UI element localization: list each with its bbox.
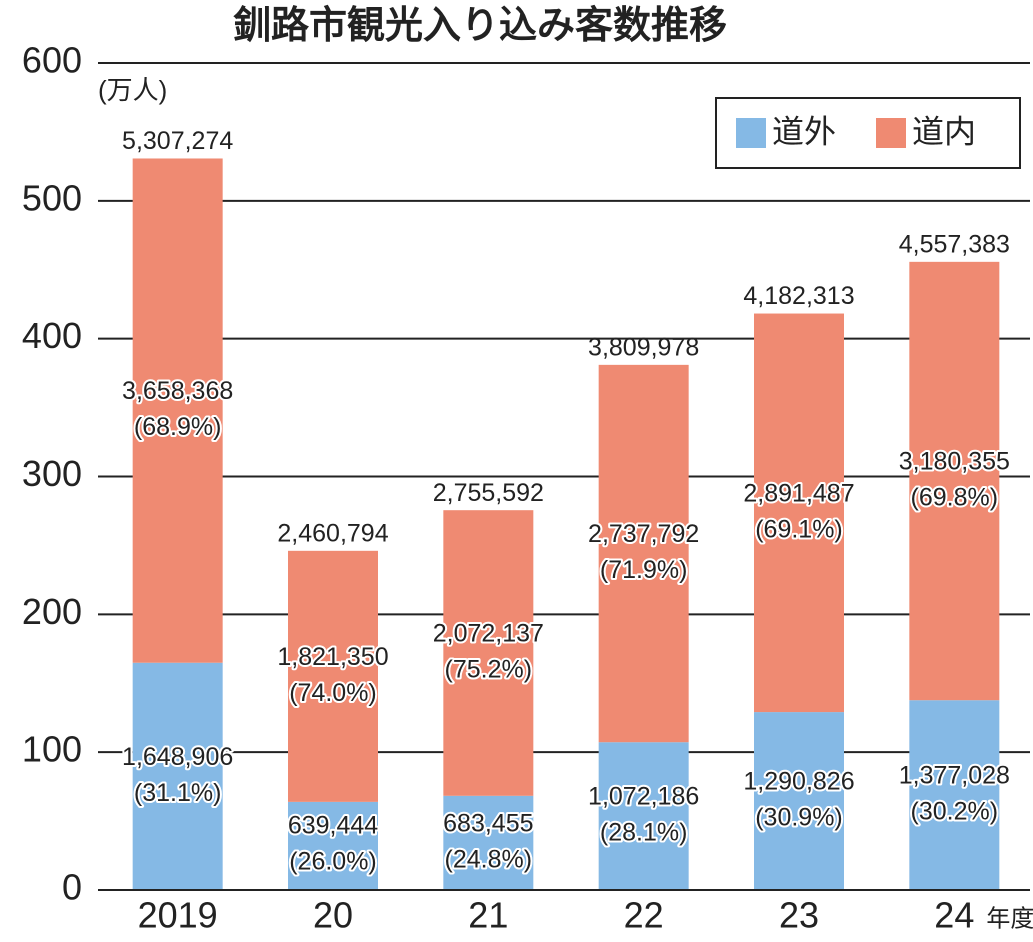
value-label: 1,290,826	[743, 768, 854, 796]
y-tick-label: 500	[22, 177, 82, 218]
total-label: 3,809,978	[588, 333, 699, 361]
percent-label: (69.1%)	[755, 515, 843, 543]
percent-label: (28.1%)	[600, 819, 688, 847]
percent-label: (31.1%)	[134, 779, 222, 807]
percent-label: (74.0%)	[289, 679, 377, 707]
value-label: 1,377,028	[899, 762, 1010, 790]
percent-label: (26.0%)	[289, 848, 377, 876]
percent-label: (30.2%)	[911, 798, 999, 826]
percent-label: (24.8%)	[445, 846, 533, 874]
y-tick-label: 100	[22, 729, 82, 770]
percent-label: (30.9%)	[755, 804, 843, 832]
bar-segment	[598, 364, 689, 743]
total-label: 2,755,592	[433, 479, 544, 507]
bar-segment	[443, 510, 534, 796]
x-tick-label: 24	[934, 895, 974, 936]
bar-segment	[288, 801, 378, 890]
percent-label: (68.9%)	[134, 413, 222, 441]
total-label: 2,460,794	[277, 519, 388, 547]
value-label: 683,455	[443, 810, 533, 838]
value-label: 3,180,355	[899, 448, 1010, 476]
value-label: 1,072,186	[588, 783, 699, 811]
chart-title: 釧路市観光入り込み客数推移	[233, 4, 727, 47]
legend-label: 道内	[912, 113, 976, 149]
total-label: 4,182,313	[743, 282, 854, 310]
value-label: 1,821,350	[277, 643, 388, 671]
x-tick-label: 22	[624, 895, 664, 936]
bar-segment	[754, 313, 844, 713]
legend-swatch	[736, 118, 766, 148]
value-label: 2,072,137	[433, 620, 544, 648]
x-tick-label: 21	[468, 895, 508, 936]
x-label: 年度	[986, 905, 1033, 932]
bar-segment	[909, 261, 1000, 701]
x-tick-label: 2019	[138, 895, 218, 936]
y-tick-label: 300	[22, 453, 82, 494]
legend-label: 道外	[772, 113, 836, 149]
value-label: 2,737,792	[588, 520, 699, 548]
y-unit: (万人)	[98, 75, 167, 105]
bar-segment	[443, 795, 534, 890]
x-tick-label: 23	[779, 895, 819, 936]
y-tick-label: 0	[62, 867, 82, 908]
value-label: 2,891,487	[743, 479, 854, 507]
bar-segment	[598, 742, 689, 890]
x-tick-label: 20	[313, 895, 353, 936]
y-tick-label: 400	[22, 315, 82, 356]
legend-box	[715, 97, 1021, 169]
value-label: 639,444	[288, 812, 378, 840]
total-label: 5,307,274	[122, 127, 233, 155]
grid	[98, 62, 1030, 891]
bar-segment	[132, 158, 223, 663]
percent-label: (71.9%)	[600, 556, 688, 584]
y-tick-label: 600	[22, 40, 82, 81]
bar-segment	[754, 712, 844, 890]
legend-swatch	[876, 118, 906, 148]
value-label: 1,648,906	[122, 743, 233, 771]
value-label: 3,658,368	[122, 377, 233, 405]
percent-label: (69.8%)	[911, 484, 999, 512]
total-label: 4,557,383	[899, 230, 1010, 258]
y-tick-label: 200	[22, 591, 82, 632]
percent-label: (75.2%)	[445, 656, 533, 684]
bar-segment	[288, 550, 378, 802]
bar-segment	[909, 700, 1000, 890]
bar-segment	[132, 662, 223, 890]
